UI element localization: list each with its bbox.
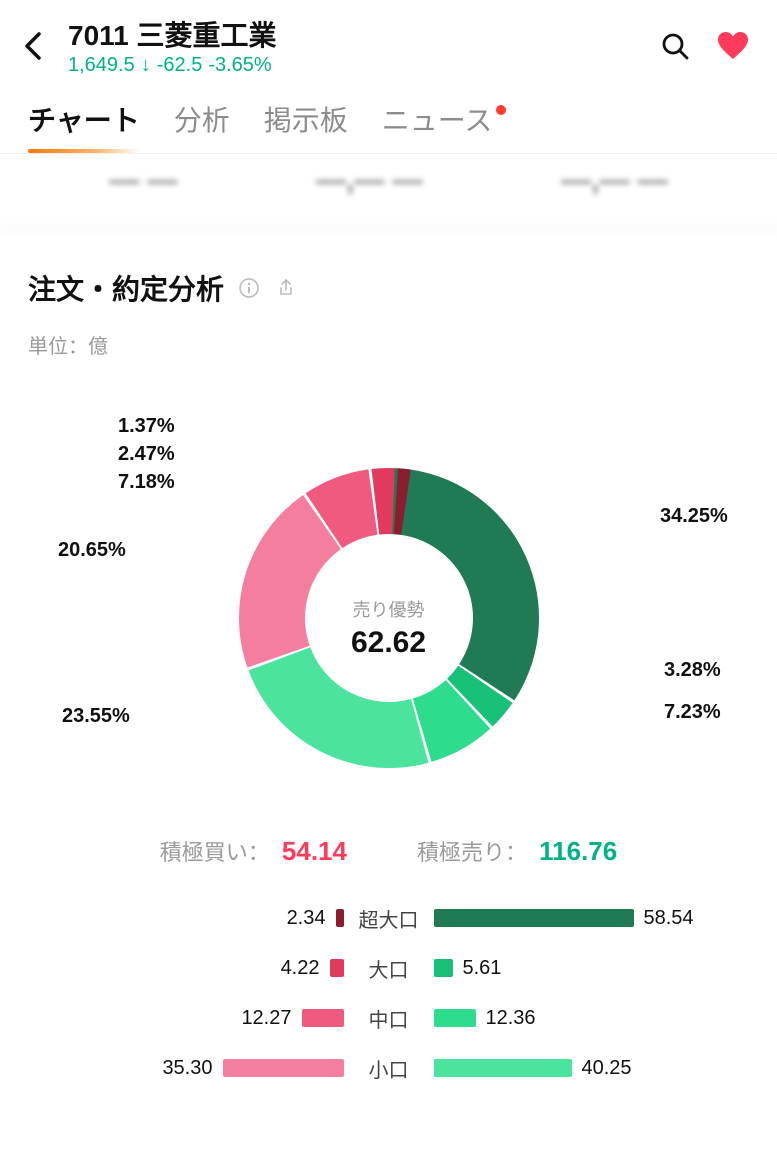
info-icon[interactable] — [238, 277, 260, 299]
legend-category-label: 小口 — [344, 1054, 434, 1083]
legend-buy-value: 2.34 — [287, 907, 326, 930]
donut-label-sell-m: 7.23% — [664, 701, 721, 724]
legend-sell-bar — [434, 1059, 572, 1077]
section-title-row: 注文・約定分析 — [28, 268, 749, 308]
tabs-bar: チャート分析掲示板ニュース — [0, 85, 777, 154]
legend-row: 12.27 中口 12.36 — [69, 993, 709, 1043]
legend-buy-value: 4.22 — [281, 957, 320, 980]
legend-buy-value: 35.30 — [162, 1057, 212, 1080]
back-button[interactable] — [14, 26, 54, 66]
partial-value: —,— — — [316, 164, 423, 198]
legend-sell-bar — [434, 1009, 476, 1027]
title-block: 7011 三菱重工業 1,649.5 ↓ -62.5 -3.65% — [68, 14, 641, 77]
summary-buy-value: 54.14 — [282, 836, 347, 866]
heart-icon — [716, 31, 750, 61]
donut-label-sell-l: 3.28% — [664, 659, 721, 682]
legend-sell-bar — [434, 909, 634, 927]
company-name: 三菱重工業 — [137, 20, 277, 51]
donut-label-buy-xl: 1.37% — [118, 415, 175, 438]
partial-value: — — — [109, 164, 177, 198]
legend-table: 2.34 超大口 58.54 4.22 大口 5.61 12.27 中口 12.36 35.30 小… — [69, 893, 709, 1093]
partial-value: —,— — — [561, 164, 668, 198]
price-arrow-icon: ↓ — [141, 54, 151, 77]
search-icon — [660, 31, 690, 61]
donut-center-value: 62.62 — [351, 626, 426, 660]
legend-row: 4.22 大口 5.61 — [69, 943, 709, 993]
legend-category-label: 超大口 — [344, 904, 434, 933]
price-change-pct: -3.65% — [208, 54, 271, 77]
header: 7011 三菱重工業 1,649.5 ↓ -62.5 -3.65% — [0, 0, 777, 85]
legend-sell-value: 12.36 — [486, 1007, 536, 1030]
legend-buy-bar — [330, 959, 344, 977]
donut-label-buy-m: 7.18% — [118, 471, 175, 494]
summary-buy-label: 積極買い： — [160, 840, 270, 865]
legend-category-label: 大口 — [344, 954, 434, 983]
legend-buy-bar — [336, 909, 344, 927]
last-price: 1,649.5 — [68, 54, 135, 77]
section-title: 注文・約定分析 — [28, 268, 224, 308]
price-change-abs: -62.5 — [157, 54, 203, 77]
donut-label-sell-s: 23.55% — [62, 705, 130, 728]
donut-label-sell-xl: 34.25% — [660, 505, 728, 528]
unit-label: 単位：億 — [28, 330, 749, 359]
legend-buy-value: 12.27 — [241, 1007, 291, 1030]
legend-sell-value: 40.25 — [582, 1057, 632, 1080]
summary-sell-label: 積極売り： — [417, 840, 527, 865]
tab-chart[interactable]: チャート — [28, 99, 140, 153]
legend-buy-bar — [302, 1009, 344, 1027]
legend-category-label: 中口 — [344, 1004, 434, 1033]
donut-chart: 売り優勢 62.62 34.25% 3.28% 7.23% 23.55% 20.65% 7… — [28, 379, 749, 809]
donut-slice-sell-s — [248, 647, 428, 768]
legend-sell-value: 58.54 — [644, 907, 694, 930]
price-line: 1,649.5 ↓ -62.5 -3.65% — [68, 54, 641, 77]
legend-sell-value: 5.61 — [463, 957, 502, 980]
partial-data-row: — — —,— — —,— — — [0, 154, 777, 232]
legend-sell-bar — [434, 959, 453, 977]
donut-center: 売り優勢 62.62 — [351, 596, 426, 660]
summary-buy: 積極買い： 54.14 — [160, 835, 347, 867]
legend-row: 2.34 超大口 58.54 — [69, 893, 709, 943]
legend-buy-bar — [223, 1059, 344, 1077]
ticker-code: 7011 — [68, 20, 129, 51]
tab-news[interactable]: ニュース — [382, 99, 493, 153]
donut-slice-sell-xl — [389, 468, 539, 700]
donut-center-label: 売り優勢 — [351, 596, 426, 622]
tab-board[interactable]: 掲示板 — [264, 99, 348, 153]
search-button[interactable] — [655, 26, 695, 66]
share-icon[interactable] — [274, 277, 296, 299]
donut-label-buy-l: 2.47% — [118, 443, 175, 466]
summary-row: 積極買い： 54.14 積極売り： 116.76 — [28, 835, 749, 867]
summary-sell-value: 116.76 — [539, 836, 617, 866]
donut-label-buy-s: 20.65% — [58, 539, 126, 562]
legend-row: 35.30 小口 40.25 — [69, 1043, 709, 1093]
tab-anal[interactable]: 分析 — [174, 99, 230, 153]
favorite-button[interactable] — [713, 26, 753, 66]
chevron-left-icon — [23, 32, 45, 60]
summary-sell: 積極売り： 116.76 — [417, 835, 617, 867]
